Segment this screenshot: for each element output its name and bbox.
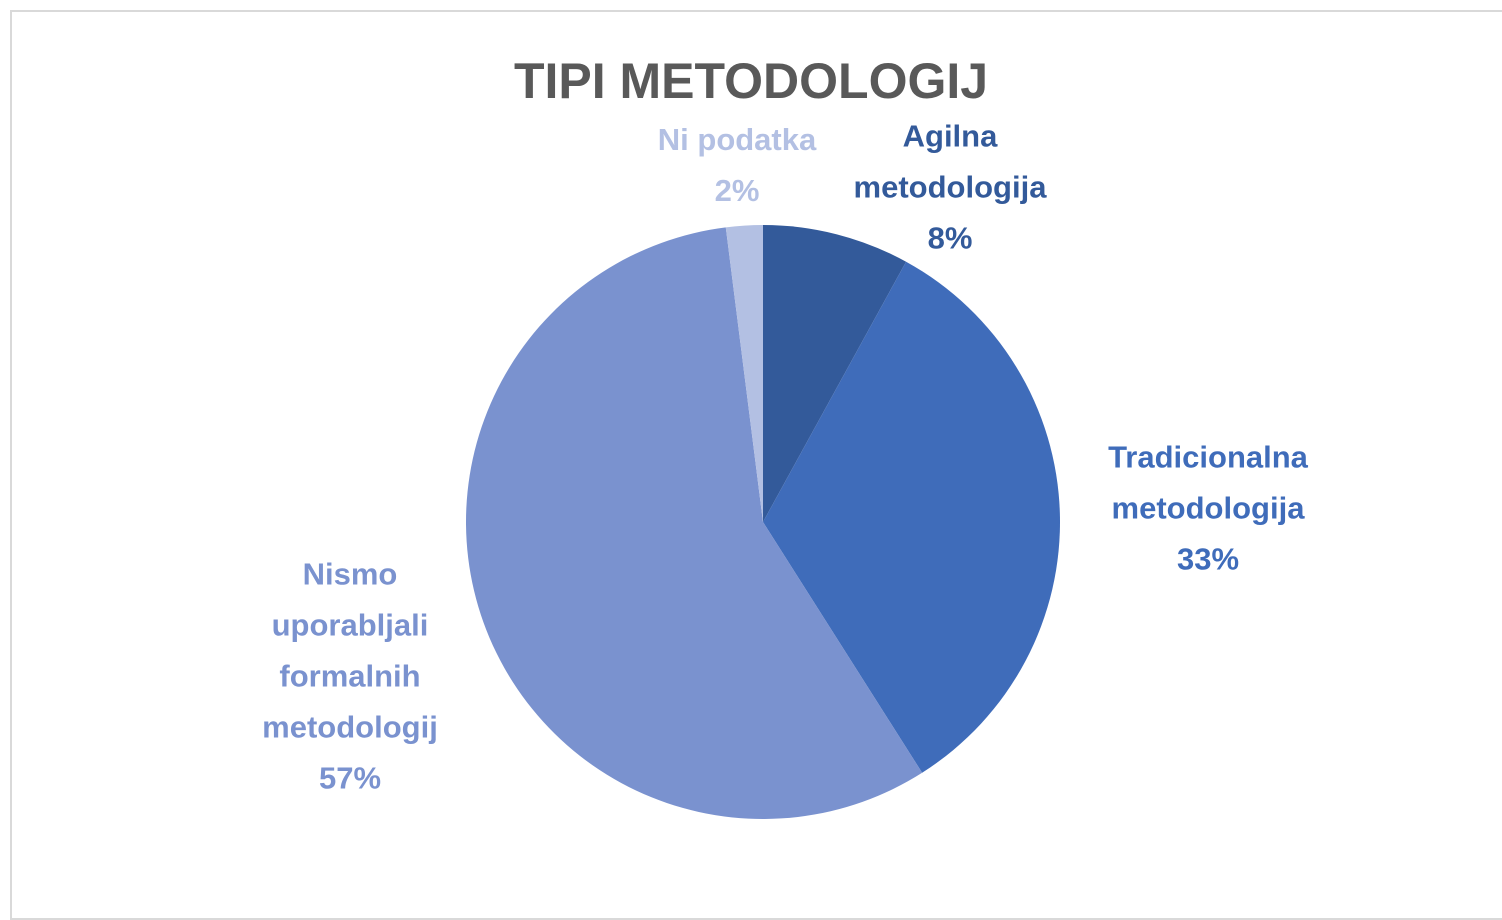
pie-slice xyxy=(763,225,907,522)
pie-slice xyxy=(763,261,1061,773)
chart-title: TIPI METODOLOGIJ xyxy=(513,53,989,109)
category-label: Agilna metodologija xyxy=(853,118,1047,205)
category-label: Nismo uporabljali formalnih metodologij xyxy=(262,556,438,745)
value-label: 2% xyxy=(714,173,760,208)
category-label: Tradicionalna metodologija xyxy=(1108,439,1308,526)
value-label: 57% xyxy=(318,760,382,796)
pie-slice xyxy=(725,225,763,522)
data-label: Nismo uporabljali formalnih metodologij 5… xyxy=(235,549,465,804)
value-label: 33% xyxy=(1176,541,1240,577)
data-label: Tradicionalna metodologija 33% xyxy=(1078,432,1338,585)
data-label: Agilna metodologija 8% xyxy=(830,111,1070,264)
pie-slice xyxy=(466,227,923,819)
data-label: Ni podatka 2% xyxy=(607,114,867,216)
value-label: 8% xyxy=(927,220,973,256)
category-label: Ni podatka xyxy=(657,122,817,157)
